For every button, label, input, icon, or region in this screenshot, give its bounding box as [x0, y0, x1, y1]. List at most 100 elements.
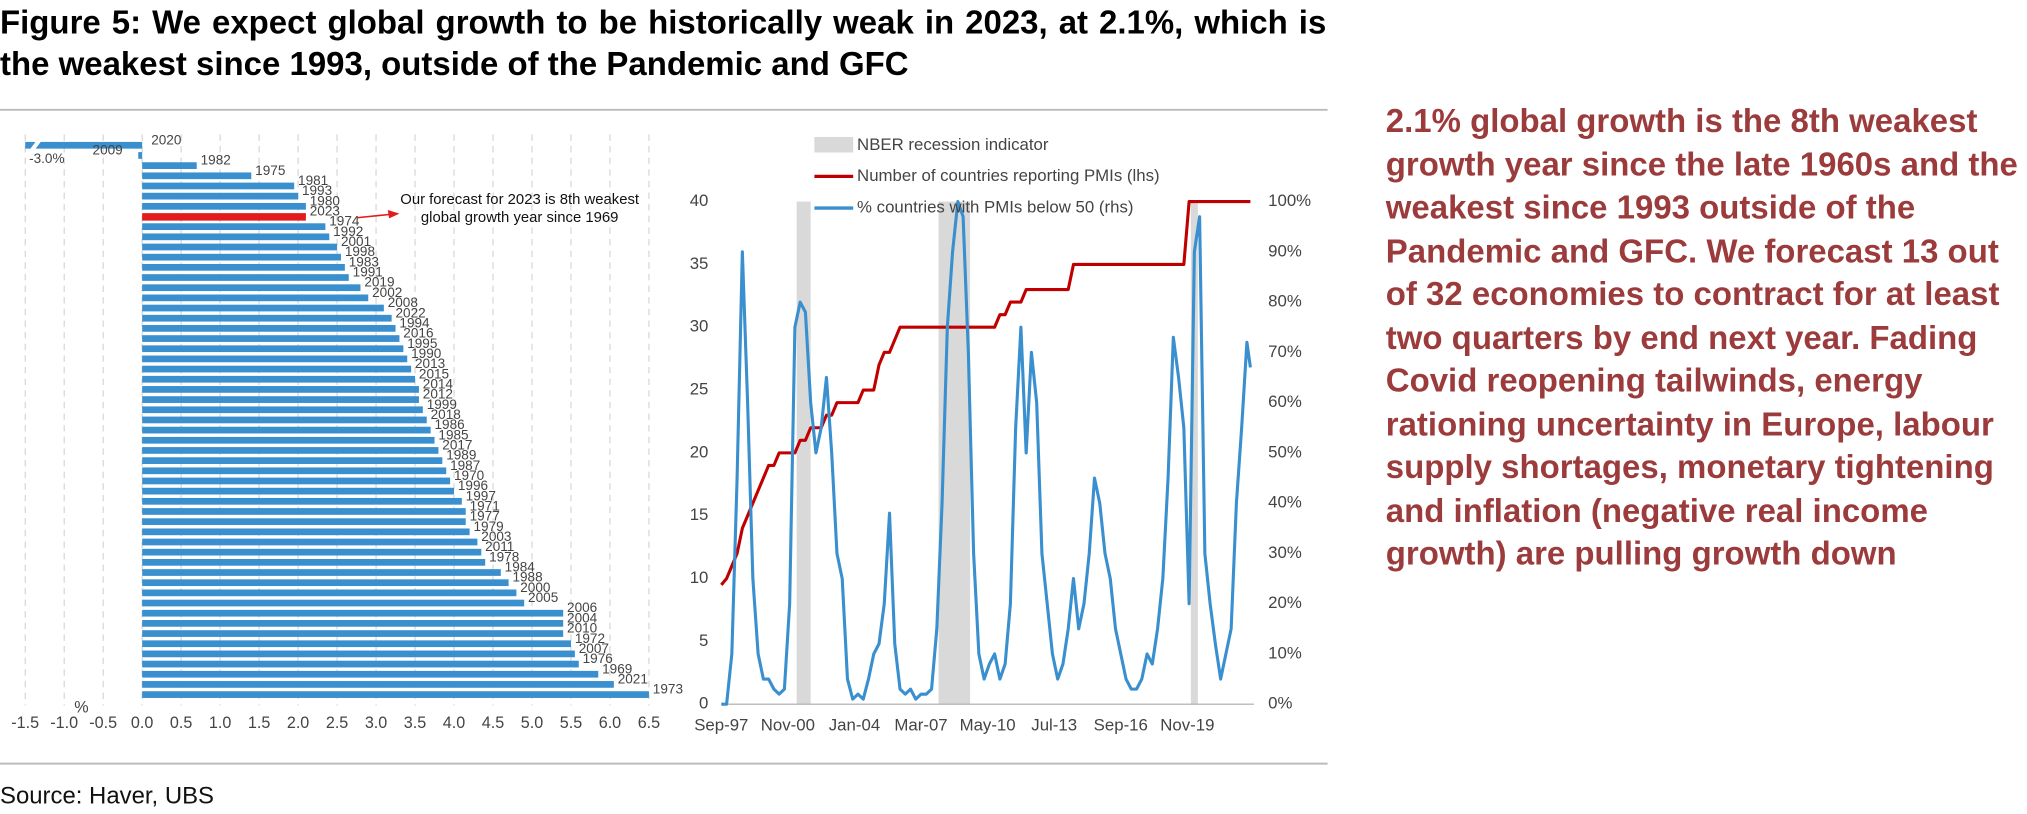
x-tick-label: 6.5 [638, 714, 660, 732]
bar [142, 304, 384, 312]
bar [142, 630, 564, 637]
category-label: 2007 [579, 641, 609, 656]
category-label: 2019 [364, 275, 394, 290]
y2-tick-label: 50% [1268, 442, 1302, 461]
category-label: 1999 [427, 397, 457, 412]
y-tick-label: 30 [690, 317, 709, 336]
bar [142, 182, 295, 190]
bar [142, 284, 361, 292]
x-tick-label: 1.0 [209, 714, 231, 732]
y2-tick-label: 20% [1268, 593, 1302, 612]
annotation-arrow [356, 213, 390, 219]
bar [142, 386, 419, 393]
x-tick-label: Sep-97 [694, 716, 748, 735]
category-label: 2001 [341, 234, 371, 249]
bar [142, 314, 392, 322]
category-label: 1970 [454, 468, 485, 483]
bar [142, 467, 447, 475]
category-label: 1993 [302, 183, 332, 198]
bar [142, 691, 649, 698]
bar [142, 569, 501, 576]
y2-tick-label: 60% [1268, 392, 1302, 411]
category-label: 2005 [528, 590, 558, 605]
bar [142, 294, 369, 302]
category-label: 1990 [411, 346, 442, 361]
x-axis-label: % [74, 698, 88, 716]
y2-tick-label: 90% [1268, 241, 1302, 260]
category-label: 1978 [489, 549, 519, 564]
bar [138, 152, 143, 159]
bar [142, 599, 525, 607]
category-label: 1992 [333, 224, 363, 239]
bar [142, 436, 435, 444]
x-tick-label: -1.0 [50, 714, 78, 732]
x-tick-label: 2.0 [287, 714, 309, 732]
category-label: 1994 [399, 315, 430, 330]
category-label: 1989 [446, 448, 476, 463]
bar [142, 548, 482, 556]
category-label: 2004 [567, 610, 598, 625]
category-label: 2016 [403, 326, 433, 341]
category-label: 2006 [567, 600, 597, 615]
x-tick-label: 3.0 [365, 714, 387, 732]
category-label: 2015 [419, 366, 449, 381]
y-tick-label: 15 [690, 505, 709, 524]
bar [142, 202, 306, 210]
bar [142, 508, 466, 515]
category-label: 1979 [473, 519, 503, 534]
y2-tick-label: 70% [1268, 342, 1302, 361]
x-tick-label: Nov-19 [1160, 716, 1214, 735]
series-line [720, 200, 1251, 586]
category-label: 2010 [567, 621, 598, 636]
bar [142, 243, 338, 251]
category-label: 1976 [583, 651, 613, 666]
bar [142, 670, 599, 678]
x-tick-label: 4.5 [482, 714, 504, 732]
bar [142, 345, 404, 353]
bar [142, 325, 396, 332]
bar [142, 477, 451, 485]
category-label: 2018 [431, 407, 461, 422]
bar [142, 609, 564, 617]
category-label: 2008 [388, 295, 418, 310]
bar [142, 365, 412, 373]
bar [142, 375, 416, 383]
category-label: 1986 [435, 417, 465, 432]
bar [142, 172, 252, 180]
category-label: 1971 [470, 499, 500, 514]
y-tick-label: 20 [690, 442, 709, 461]
legend-label: % countries with PMIs below 50 (rhs) [857, 197, 1133, 216]
bar [142, 233, 330, 241]
x-tick-label: Nov-00 [761, 716, 815, 735]
x-tick-label: 3.5 [404, 714, 426, 732]
category-label: 1998 [345, 244, 375, 259]
y2-tick-label: 100% [1268, 191, 1311, 210]
category-label: 1984 [505, 560, 536, 575]
bar [25, 141, 143, 149]
y2-tick-label: 30% [1268, 543, 1302, 562]
bar [142, 416, 427, 424]
recession-band [1190, 201, 1198, 705]
bar [142, 396, 419, 403]
y-tick-label: 0 [699, 694, 708, 713]
category-label: 2023 [310, 204, 340, 219]
y-tick-label: 35 [690, 254, 709, 273]
y2-tick-label: 10% [1268, 643, 1302, 662]
recession-band [796, 201, 811, 705]
x-tick-label: Jan-04 [829, 716, 880, 735]
x-tick-label: -1.5 [11, 714, 39, 732]
bar [142, 640, 571, 648]
bar [142, 538, 478, 546]
x-tick-label: 5.0 [521, 714, 543, 732]
category-label: 2000 [520, 580, 551, 595]
category-label: 1975 [255, 163, 285, 178]
category-label: 1991 [353, 265, 383, 280]
category-label: 1982 [201, 153, 231, 168]
commentary: 2.1% global growth is the 8th weakest gr… [1385, 103, 2018, 573]
category-label: 1972 [575, 631, 605, 646]
category-label: 1983 [349, 254, 379, 269]
bar [142, 274, 349, 281]
annotation: Our forecast for 2023 is 8th weakest glo… [400, 192, 640, 226]
